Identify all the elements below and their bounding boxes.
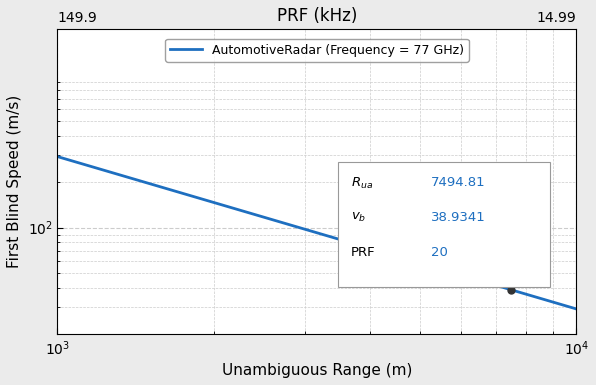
AutomotiveRadar (Frequency = 77 GHz) <box>573 306 580 311</box>
Text: 7494.81: 7494.81 <box>431 176 486 189</box>
AutomotiveRadar (Frequency = 77 GHz) <box>479 279 486 284</box>
Text: 14.99: 14.99 <box>536 11 576 25</box>
Text: 38.9341: 38.9341 <box>431 211 486 224</box>
AutomotiveRadar (Frequency = 77 GHz) <box>303 228 311 232</box>
Text: $R_{ua}$: $R_{ua}$ <box>350 176 372 191</box>
Text: 149.9: 149.9 <box>57 11 97 25</box>
AutomotiveRadar (Frequency = 77 GHz) <box>363 245 370 249</box>
FancyBboxPatch shape <box>338 162 551 287</box>
Text: 20: 20 <box>431 246 448 259</box>
AutomotiveRadar (Frequency = 77 GHz) <box>560 303 567 308</box>
X-axis label: Unambiguous Range (m): Unambiguous Range (m) <box>222 363 412 378</box>
Line: AutomotiveRadar (Frequency = 77 GHz): AutomotiveRadar (Frequency = 77 GHz) <box>57 157 576 309</box>
Text: $v_b$: $v_b$ <box>350 211 366 224</box>
AutomotiveRadar (Frequency = 77 GHz) <box>300 227 308 231</box>
Title: PRF (kHz): PRF (kHz) <box>277 7 357 25</box>
AutomotiveRadar (Frequency = 77 GHz) <box>334 237 342 241</box>
Legend: AutomotiveRadar (Frequency = 77 GHz): AutomotiveRadar (Frequency = 77 GHz) <box>165 38 468 62</box>
Y-axis label: First Blind Speed (m/s): First Blind Speed (m/s) <box>7 95 22 268</box>
Text: PRF: PRF <box>350 246 375 259</box>
AutomotiveRadar (Frequency = 77 GHz) <box>54 154 61 159</box>
